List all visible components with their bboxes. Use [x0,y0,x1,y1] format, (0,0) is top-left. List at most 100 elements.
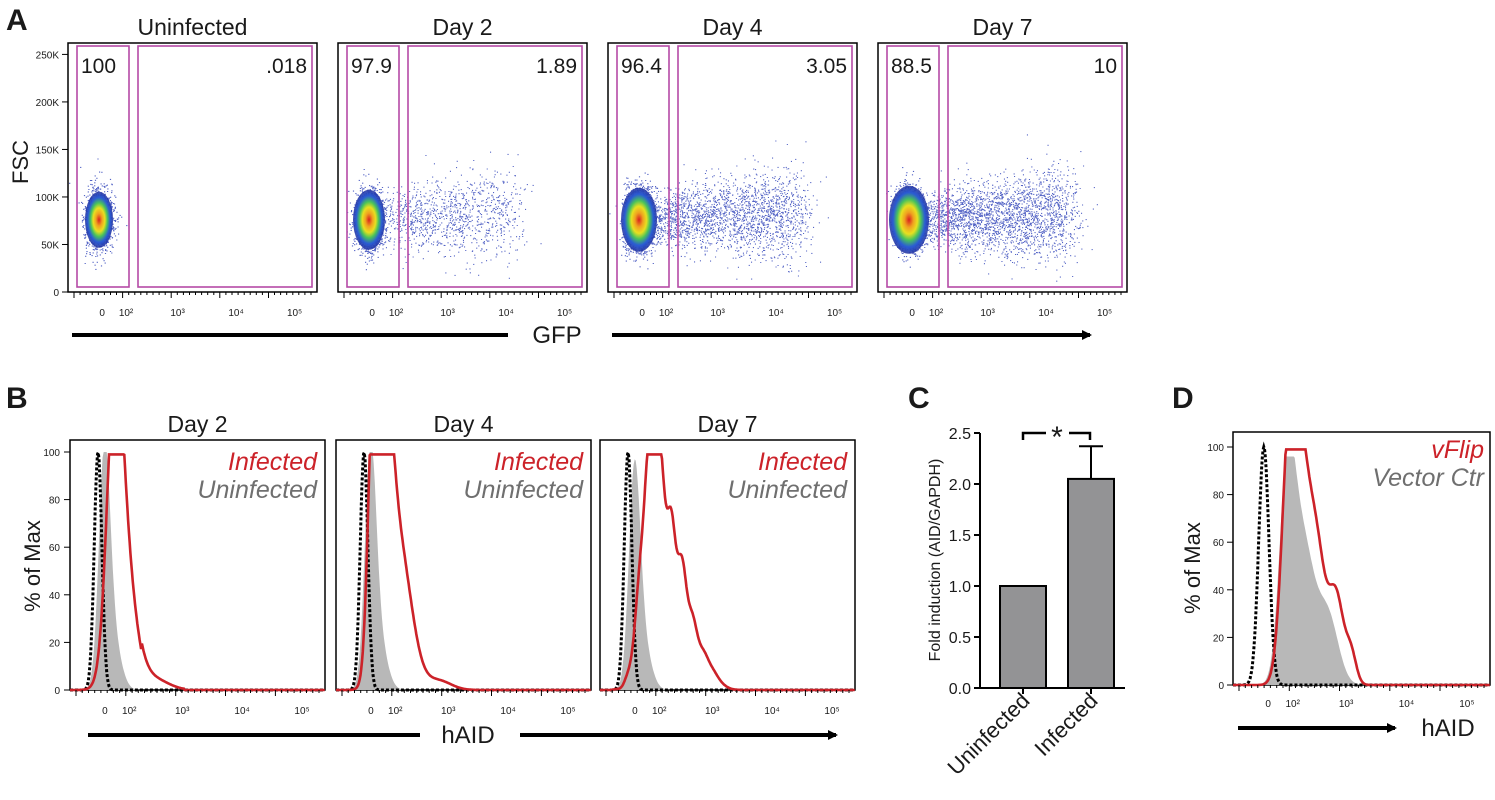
panel-c-ytick-label: 1.0 [949,579,971,596]
panel-a-gate-negative-pct: 97.9 [351,55,392,78]
panel-c-xtick-label: Infected [1030,688,1103,761]
panel-a-xtick-label: 10⁴ [228,308,243,319]
panel-b-y-ticks: 100 80 60 40 20 0 [43,448,70,697]
panel-b-xtick-label: 10⁵ [824,706,839,717]
panel-a-xtick-label: 10⁴ [498,308,513,319]
panel-d-xtick-label: 10⁵ [1459,699,1474,710]
panel-a-gate-negative [76,45,130,288]
panel-d-vector-shaded [1233,456,1490,685]
panel-d-ylabel: % of Max [1180,522,1205,614]
panel-b-legend-uninfected: Uninfected [463,476,584,504]
panel-a-xtick-label: 10² [659,308,674,319]
panel-b-xtick-label: 10⁴ [500,706,515,717]
panel-a-gate-negative [346,45,400,288]
panel-a-xlabel: GFP [532,322,581,349]
panel-a-density-core [353,189,385,250]
panel-a-gate-positive-pct: .018 [266,55,307,78]
panel-d-ytick-label: 100 [1207,443,1224,454]
panel-b-xtick-label: 10⁴ [234,706,249,717]
panel-c-ytick-label: 1.5 [949,528,971,545]
panel-a-ytick-label: 150K [36,145,60,156]
panel-b-uninfected-shaded [600,459,855,690]
panel-a-plot-frame [337,42,588,293]
panel-d-xtick-label: 10⁴ [1399,699,1414,710]
panel-a-plot-frame [877,42,1128,293]
panel-b-ytick-label: 80 [49,496,61,507]
panel-c-bar-uninfected [999,585,1047,689]
panel-a-plot-uninfected: Uninfected 100 .018 0 10² 10³ 10⁴ 10⁵ [67,14,318,319]
panel-a-gate-negative [886,45,940,288]
panel-d-ytick-label: 80 [1213,491,1225,502]
panel-a-plot-day4: Day 4 96.4 3.05 0 10² 10³ 10⁴ 10⁵ [607,14,858,319]
panel-b-xtick-label: 10⁴ [764,706,779,717]
panel-b-xtick-label: 10² [122,706,137,717]
panel-a-gate-negative-pct: 100 [81,55,116,78]
panel-d-xtick-marks [1238,685,1485,691]
panel-b-xtick-label: 10² [388,706,403,717]
panel-a-gate-negative-pct: 96.4 [621,55,662,78]
panel-c-bar-infected [1067,477,1115,689]
panel-c-ytick-label: 0.0 [949,681,971,698]
panel-b-infected-curve [336,453,591,692]
panel-b-xtick-label: 10⁵ [560,706,575,717]
panel-a-xtick-label: 10³ [710,308,725,319]
panel-letter-a: A [6,4,28,37]
panel-a-gate-positive [137,45,313,288]
panel-b-xtick-label: 10⁵ [294,706,309,717]
panel-a-gate-positive [677,45,853,288]
panel-b-legend-infected: Infected [758,448,848,476]
panel-a-xtick-label: 10⁵ [287,308,302,319]
panel-b-ylabel: % of Max [20,520,45,612]
panel-a-plot-title: Day 7 [972,14,1032,40]
panel-b-xtick-marks [605,690,850,696]
panel-a-xtick-label: 10² [389,308,404,319]
panel-a-gate-negative [616,45,670,288]
panel-b-ytick-label: 100 [43,448,60,459]
panel-a-plot-frame [67,42,318,293]
panel-b-ytick-label: 20 [49,638,61,649]
panel-b-plot-title: Day 4 [433,411,493,437]
panel-a-ytick-label: 250K [36,50,60,61]
panel-c-significance-star: * [1051,421,1063,454]
panel-a-density-core [889,185,929,254]
panel-b-infected-curve [70,453,325,692]
panel-b-xtick-label: 10² [652,706,667,717]
panel-b-xtick-label: 10³ [705,706,720,717]
panel-d-ytick-label: 0 [1218,681,1224,692]
panel-a-xtick-label: 10⁴ [1038,308,1053,319]
panel-a-gate-positive-pct: 1.89 [536,55,577,78]
panel-a-xtick-label: 10² [929,308,944,319]
panel-d-vflip-curve [1233,448,1490,687]
panel-b-xtick-marks [75,690,320,696]
panel-d-ytick-label: 40 [1213,586,1225,597]
panel-a-ytick-label: 0 [53,288,59,299]
panel-a-xtick-label: 10² [119,308,134,319]
panel-b-ytick-label: 60 [49,543,61,554]
panel-b-xtick-label: 0 [102,706,108,717]
panel-d-xlabel: hAID [1421,715,1474,742]
panel-c-ylabel: Fold induction (AID/GAPDH) [927,459,944,662]
panel-a-gate-negative-pct: 88.5 [891,55,932,78]
panel-a-xtick-label: 10⁵ [1097,308,1112,319]
panel-d-xtick-label: 10² [1285,699,1300,710]
panel-b-ytick-label: 0 [54,686,60,697]
panel-letter-c: C [908,382,930,415]
panel-b-legend-infected: Infected [228,448,318,476]
panel-letter-b: B [6,382,28,415]
panel-a-ytick-label: 100K [36,193,60,204]
panel-a-y-ticks: 250K 200K 150K 100K 50K 0 [36,50,68,299]
panel-a-xtick-label: 0 [99,308,105,319]
panel-a-plot-frame [607,42,858,293]
panel-a-density-core [621,187,657,252]
panel-a-gate-positive-pct: 10 [1094,55,1117,78]
panel-a-xtick-marks [343,292,582,298]
panel-a-xtick-label: 0 [639,308,645,319]
panel-a-gate-positive-pct: 3.05 [806,55,847,78]
panel-d-ytick-label: 20 [1213,633,1225,644]
panel-a-xtick-label: 10³ [170,308,185,319]
panel-a-plot-title: Day 4 [702,14,762,40]
